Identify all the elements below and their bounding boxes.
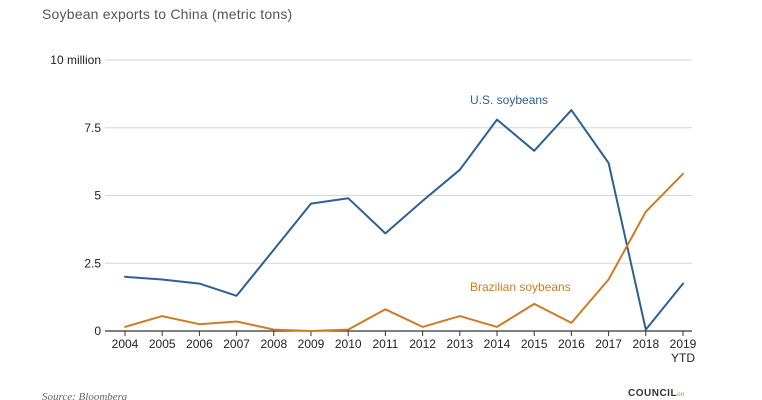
x-tick-label: 2011	[372, 337, 398, 351]
x-tick-label: 2009	[298, 337, 325, 351]
x-tick-label: 2013	[446, 337, 473, 351]
x-tick-label: 2014	[484, 337, 511, 351]
x-tick-label: 2018	[632, 337, 659, 351]
y-tick-label: 2.5	[84, 256, 101, 270]
x-tick-label: 2019	[670, 337, 697, 351]
council-logo: COUNCILon	[628, 388, 685, 399]
series-label-us: U.S. soybeans	[470, 93, 548, 107]
x-tick-label: 2004	[112, 337, 139, 351]
y-tick-label: 5	[94, 189, 101, 203]
x-tick-label: 2005	[149, 337, 176, 351]
series-line-brazil	[124, 172, 684, 332]
x-tick-label: 2012	[409, 337, 436, 351]
x-tick-label: 2008	[260, 337, 287, 351]
logo-suffix: on	[677, 392, 685, 398]
axes	[105, 330, 692, 336]
y-tick-label: 10 million	[50, 53, 101, 67]
x-tick-label: YTD	[671, 351, 695, 365]
y-tick-label: 7.5	[84, 121, 101, 135]
x-tick-label: 2017	[595, 337, 622, 351]
chart-subtitle: Soybean exports to China (metric tons)	[42, 6, 293, 22]
logo-text: COUNCIL	[628, 388, 678, 399]
x-tick-label: 2007	[223, 337, 250, 351]
x-tick-label: 2015	[521, 337, 548, 351]
series-label-brazil: Brazilian soybeans	[470, 280, 571, 294]
y-tick-label: 0	[94, 324, 101, 338]
gridlines	[105, 59, 692, 264]
series-lines	[124, 109, 684, 332]
x-tick-label: 2006	[186, 337, 213, 351]
x-tick-label: 2016	[558, 337, 585, 351]
labels: 0 2.5 5 7.5 10 million 2004 2005 2006 2007 2008 20…	[50, 53, 696, 365]
series-line-us	[124, 109, 684, 331]
x-tick-label: 2010	[335, 337, 362, 351]
source-note: Source: Bloomberg	[42, 391, 128, 400]
